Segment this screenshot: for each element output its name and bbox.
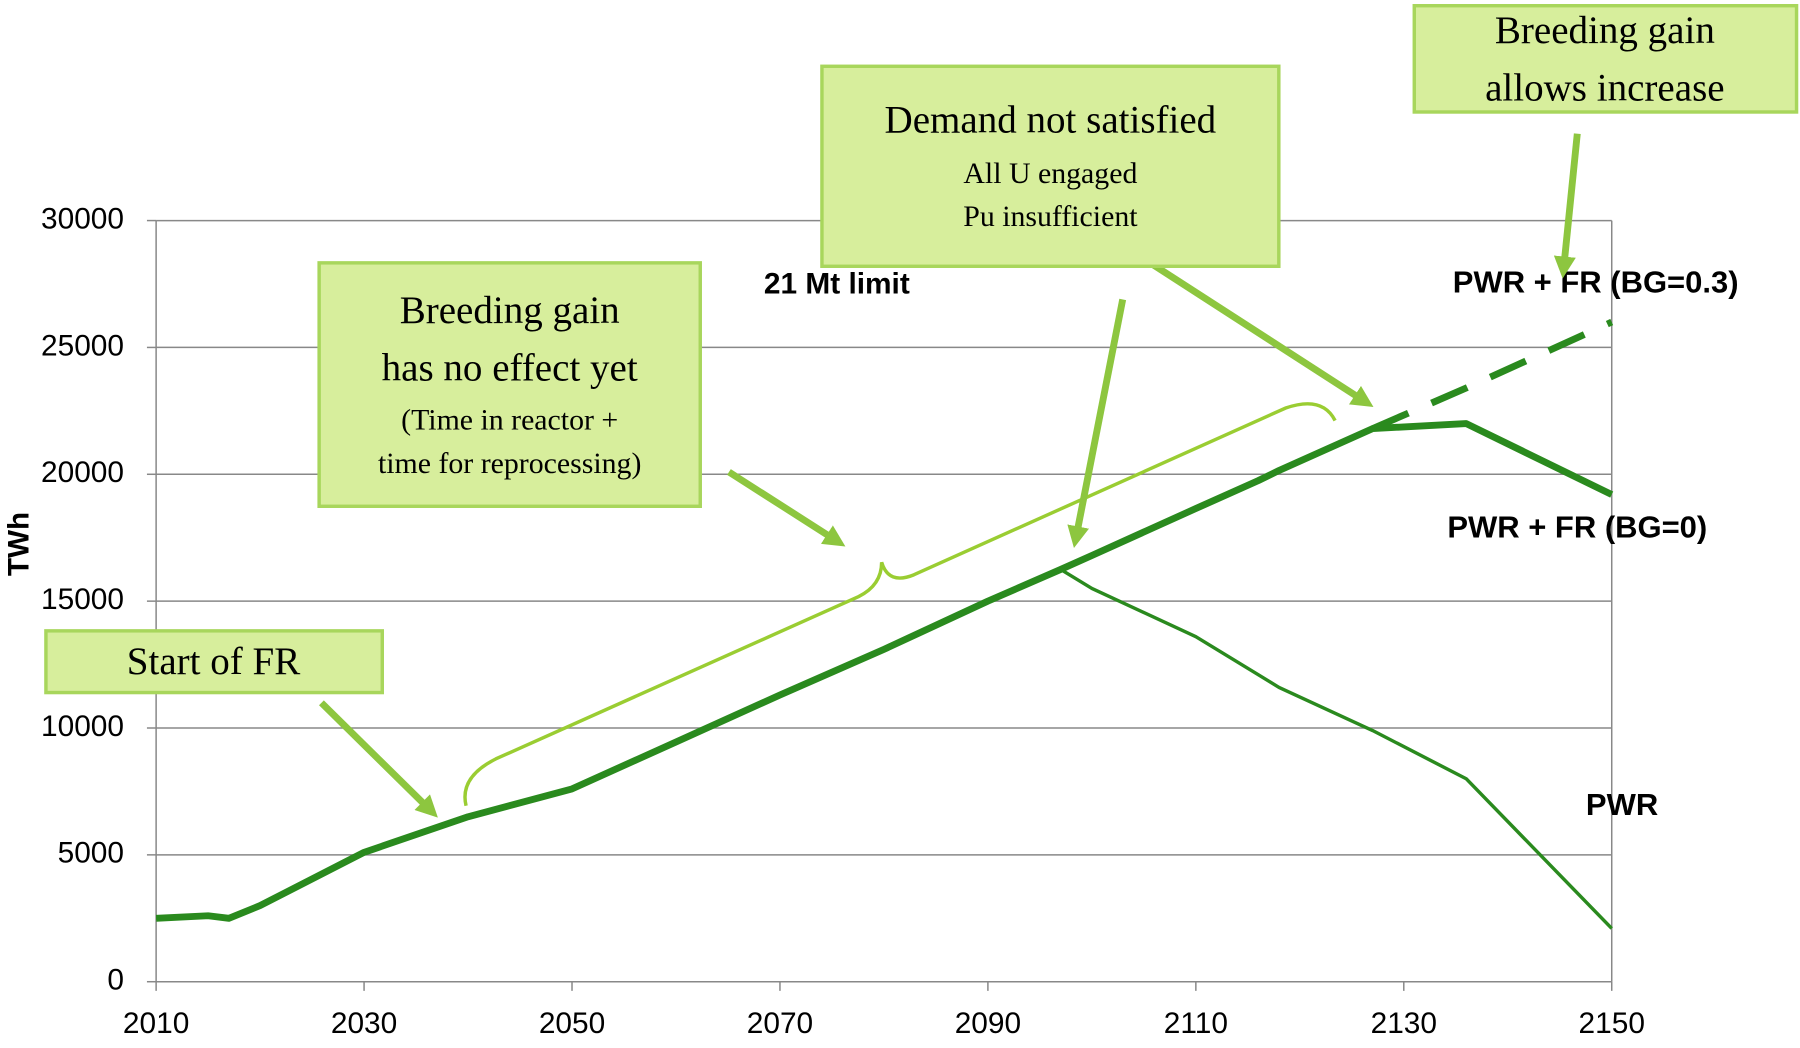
y-tick-label: 15000 bbox=[41, 583, 124, 616]
callout-text: Start of FR bbox=[127, 640, 300, 683]
y-tick-label: 5000 bbox=[58, 837, 124, 870]
y-tick-label: 0 bbox=[107, 964, 124, 997]
callout-text: Pu insufficient bbox=[963, 200, 1138, 233]
y-axis-label: TWh bbox=[2, 512, 35, 576]
series-label: PWR + FR (BG=0.3) bbox=[1453, 265, 1739, 300]
callout-box bbox=[1412, 4, 1799, 114]
callout-box bbox=[820, 64, 1281, 268]
y-tick-label: 25000 bbox=[41, 329, 124, 362]
x-tick-label: 2030 bbox=[331, 1007, 397, 1040]
callout-text: Demand not satisfied bbox=[885, 98, 1217, 141]
callout-box bbox=[317, 261, 702, 508]
series-line bbox=[156, 567, 1613, 930]
x-tick-label: 2090 bbox=[955, 1007, 1021, 1040]
callout-text: (Time in reactor + bbox=[401, 404, 618, 437]
callout-text: has no effect yet bbox=[382, 346, 638, 389]
callout-text: All U engaged bbox=[963, 157, 1137, 190]
arrows bbox=[319, 133, 1581, 818]
callout-text: allows increase bbox=[1485, 66, 1724, 109]
callout-text: Breeding gain bbox=[400, 289, 620, 332]
series-label: PWR + FR (BG=0) bbox=[1447, 509, 1707, 544]
brace bbox=[463, 402, 1337, 807]
y-tick-label: 30000 bbox=[41, 202, 124, 235]
callout-text: time for reprocessing) bbox=[378, 447, 641, 480]
callout-text: Breeding gain bbox=[1495, 9, 1715, 52]
x-tick-label: 2130 bbox=[1371, 1007, 1437, 1040]
x-tick-label: 2150 bbox=[1579, 1007, 1645, 1040]
x-tick-label: 2050 bbox=[539, 1007, 605, 1040]
y-tick-label: 10000 bbox=[41, 710, 124, 743]
series-label: PWR bbox=[1586, 787, 1658, 822]
x-tick-label: 2010 bbox=[123, 1007, 189, 1040]
x-tick-label: 2110 bbox=[1164, 1007, 1228, 1040]
series-line bbox=[1371, 318, 1614, 432]
callout-box bbox=[44, 629, 384, 695]
y-tick-label: 20000 bbox=[41, 456, 124, 489]
x-tick-label: 2070 bbox=[747, 1007, 813, 1040]
annotation: 21 Mt limit bbox=[764, 268, 910, 301]
